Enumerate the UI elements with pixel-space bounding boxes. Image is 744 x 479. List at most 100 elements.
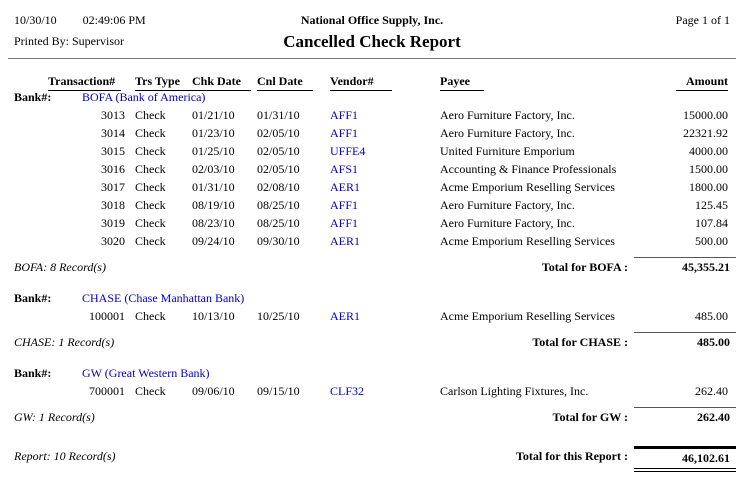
payee-name: United Furniture Emporium (440, 144, 575, 158)
payee-name: Acme Emporium Reselling Services (440, 180, 615, 194)
col-cnl-date: Cnl Date (257, 74, 313, 91)
table-row: 3014 Check 01/23/10 02/05/10 AFF1 Aero F… (0, 126, 744, 144)
header-rule (8, 58, 736, 59)
bank-section-bofa: Bank#: BOFA (Bank of America) 3013 Check… (0, 90, 744, 279)
check-amount: 262.40 (695, 384, 728, 398)
chk-date: 08/23/10 (192, 216, 235, 230)
payee-name: Carlson Lighting Fixtures, Inc. (440, 384, 589, 398)
printed-by: Printed By: Supervisor (14, 34, 124, 48)
cnl-date: 10/25/10 (257, 309, 300, 323)
bank-total-label: Total for BOFA : (541, 260, 628, 274)
vendor-link[interactable]: AER1 (330, 309, 360, 323)
report-total-amount: 46,102.61 (634, 446, 736, 472)
col-payee: Payee (440, 74, 484, 91)
chk-date: 01/21/10 (192, 108, 235, 122)
bank-total-label: Total for CHASE : (532, 335, 628, 349)
column-header-row: Transaction# Trs Type Chk Date Cnl Date … (0, 74, 744, 92)
print-time: 02:49:06 PM (82, 13, 146, 27)
transaction-number: 3013 (101, 108, 125, 122)
col-transaction: Transaction# (48, 74, 122, 91)
bank-header-row: Bank#: CHASE (Chase Manhattan Bank) (0, 291, 744, 309)
bank-summary-row: GW: 1 Record(s) Total for GW : 262.40 (0, 407, 744, 429)
cnl-date: 08/25/10 (257, 216, 300, 230)
table-row: 3019 Check 08/23/10 08/25/10 AFF1 Aero F… (0, 216, 744, 234)
cnl-date: 01/31/10 (257, 108, 300, 122)
bank-total-amount: 485.00 (634, 332, 736, 350)
vendor-link[interactable]: AFF1 (330, 216, 359, 230)
cnl-date: 02/05/10 (257, 162, 300, 176)
table-row: 3018 Check 08/19/10 08/25/10 AFF1 Aero F… (0, 198, 744, 216)
table-row: 3016 Check 02/03/10 02/05/10 AFS1 Accoun… (0, 162, 744, 180)
bank-header-row: Bank#: BOFA (Bank of America) (0, 90, 744, 108)
chk-date: 02/03/10 (192, 162, 235, 176)
chk-date: 01/31/10 (192, 180, 235, 194)
bank-header-row: Bank#: GW (Great Western Bank) (0, 366, 744, 384)
trs-type: Check (135, 216, 166, 230)
col-amount: Amount (675, 74, 728, 91)
vendor-link[interactable]: CLF32 (330, 384, 365, 398)
transaction-number: 3020 (101, 234, 125, 248)
col-vendor: Vendor# (330, 74, 392, 91)
payee-name: Aero Furniture Factory, Inc. (440, 126, 575, 140)
print-date: 10/30/10 (14, 13, 57, 27)
payee-name: Accounting & Finance Professionals (440, 162, 617, 176)
vendor-link[interactable]: AER1 (330, 234, 360, 248)
table-row: 3017 Check 01/31/10 02/08/10 AER1 Acme E… (0, 180, 744, 198)
bank-number-label: Bank#: (14, 366, 52, 380)
report-record-count: Report: 10 Record(s) (14, 449, 116, 463)
vendor-link[interactable]: AFF1 (330, 108, 359, 122)
cnl-date: 09/30/10 (257, 234, 300, 248)
vendor-link[interactable]: UFFE4 (330, 144, 366, 158)
bank-name-link[interactable]: GW (Great Western Bank) (82, 366, 210, 380)
cnl-date: 08/25/10 (257, 198, 300, 212)
check-amount: 485.00 (695, 309, 728, 323)
check-amount: 4000.00 (689, 144, 728, 158)
bank-total-amount: 45,355.21 (634, 257, 736, 275)
cnl-date: 09/15/10 (257, 384, 300, 398)
col-chk-date: Chk Date (192, 74, 252, 91)
report-summary-row: Report: 10 Record(s) Total for this Repo… (0, 446, 744, 476)
chk-date: 09/06/10 (192, 384, 235, 398)
check-amount: 15000.00 (683, 108, 728, 122)
cnl-date: 02/05/10 (257, 126, 300, 140)
transaction-number: 3017 (101, 180, 125, 194)
page-indicator: Page 1 of 1 (675, 13, 730, 27)
transaction-number: 3015 (101, 144, 125, 158)
transaction-number: 3019 (101, 216, 125, 230)
bank-summary-row: BOFA: 8 Record(s) Total for BOFA : 45,35… (0, 257, 744, 279)
transaction-number: 3016 (101, 162, 125, 176)
trs-type: Check (135, 180, 166, 194)
bank-record-count: CHASE: 1 Record(s) (14, 335, 115, 349)
bank-name-link[interactable]: CHASE (Chase Manhattan Bank) (82, 291, 245, 305)
vendor-link[interactable]: AFF1 (330, 126, 359, 140)
table-row: 700001 Check 09/06/10 09/15/10 CLF32 Car… (0, 384, 744, 402)
chk-date: 09/24/10 (192, 234, 235, 248)
check-amount: 1800.00 (689, 180, 728, 194)
check-amount: 500.00 (695, 234, 728, 248)
transaction-number: 3014 (101, 126, 125, 140)
trs-type: Check (135, 384, 166, 398)
chk-date: 01/25/10 (192, 144, 235, 158)
bank-name-link[interactable]: BOFA (Bank of America) (82, 90, 206, 104)
header-left: 10/30/10 02:49:06 PM Printed By: Supervis… (14, 13, 146, 49)
trs-type: Check (135, 162, 166, 176)
vendor-link[interactable]: AFS1 (330, 162, 359, 176)
check-amount: 22321.92 (683, 126, 728, 140)
cnl-date: 02/08/10 (257, 180, 300, 194)
bank-summary-row: CHASE: 1 Record(s) Total for CHASE : 485… (0, 332, 744, 354)
bank-total-label: Total for GW : (552, 410, 628, 424)
trs-type: Check (135, 234, 166, 248)
chk-date: 08/19/10 (192, 198, 235, 212)
payee-name: Aero Furniture Factory, Inc. (440, 198, 575, 212)
vendor-link[interactable]: AER1 (330, 180, 360, 194)
trs-type: Check (135, 309, 166, 323)
print-datetime: 10/30/10 02:49:06 PM (14, 13, 146, 28)
bank-number-label: Bank#: (14, 90, 52, 104)
transaction-number: 700001 (89, 384, 125, 398)
vendor-link[interactable]: AFF1 (330, 198, 359, 212)
chk-date: 10/13/10 (192, 309, 235, 323)
report-body: Bank#: BOFA (Bank of America) 3013 Check… (0, 90, 744, 476)
chk-date: 01/23/10 (192, 126, 235, 140)
payee-name: Aero Furniture Factory, Inc. (440, 216, 575, 230)
trs-type: Check (135, 108, 166, 122)
